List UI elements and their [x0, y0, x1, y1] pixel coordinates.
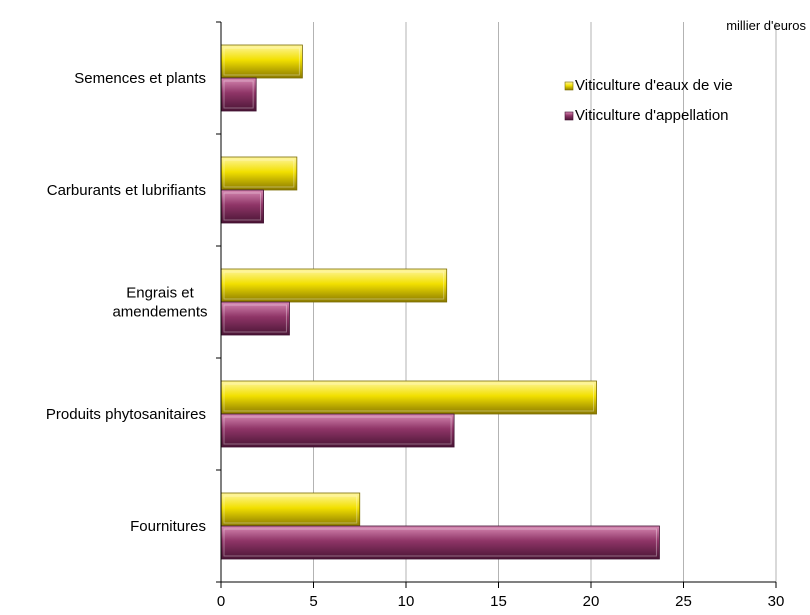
- x-tick-label: 10: [398, 593, 415, 610]
- bar-eaux-de-vie: [220, 156, 298, 191]
- x-tick-label: 5: [309, 593, 317, 610]
- bar-bevel: [223, 528, 657, 557]
- bar-eaux-de-vie: [220, 268, 448, 303]
- x-tick-label: 15: [490, 593, 507, 610]
- bar-eaux-de-vie: [220, 492, 361, 527]
- bar-bevel: [223, 271, 445, 300]
- bar-appellation: [220, 77, 257, 112]
- legend-swatch: [564, 81, 574, 91]
- category-label: Produits phytosanitaires: [46, 406, 206, 423]
- legend-label: Viticulture d'appellation: [575, 107, 729, 124]
- bar-appellation: [220, 301, 290, 336]
- bar-bevel: [223, 416, 452, 445]
- x-tick-label: 0: [217, 593, 225, 610]
- legend-swatch: [564, 111, 574, 121]
- bar-bevel: [223, 80, 254, 109]
- bar-bevel: [223, 159, 295, 188]
- bar-eaux-de-vie: [220, 44, 303, 79]
- unit-label: millier d'euros: [726, 18, 806, 33]
- category-label: Carburants et lubrifiants: [47, 182, 206, 199]
- bar-bevel: [223, 47, 300, 76]
- bar-bevel: [223, 495, 358, 524]
- bar-appellation: [220, 189, 264, 224]
- bar-bevel: [223, 383, 595, 412]
- bar-bevel: [223, 304, 287, 333]
- bar-appellation: [220, 525, 660, 560]
- bar-appellation: [220, 413, 455, 448]
- x-tick-label: 20: [583, 593, 600, 610]
- bar-eaux-de-vie: [220, 380, 597, 415]
- x-tick-label: 30: [768, 593, 785, 610]
- bar-bevel: [223, 192, 262, 221]
- x-tick-label: 25: [675, 593, 692, 610]
- category-label: Fournitures: [130, 518, 206, 535]
- category-label: Semences et plants: [74, 70, 206, 87]
- legend-label: Viticulture d'eaux de vie: [575, 77, 733, 94]
- category-label: Engrais et amendements: [112, 285, 207, 321]
